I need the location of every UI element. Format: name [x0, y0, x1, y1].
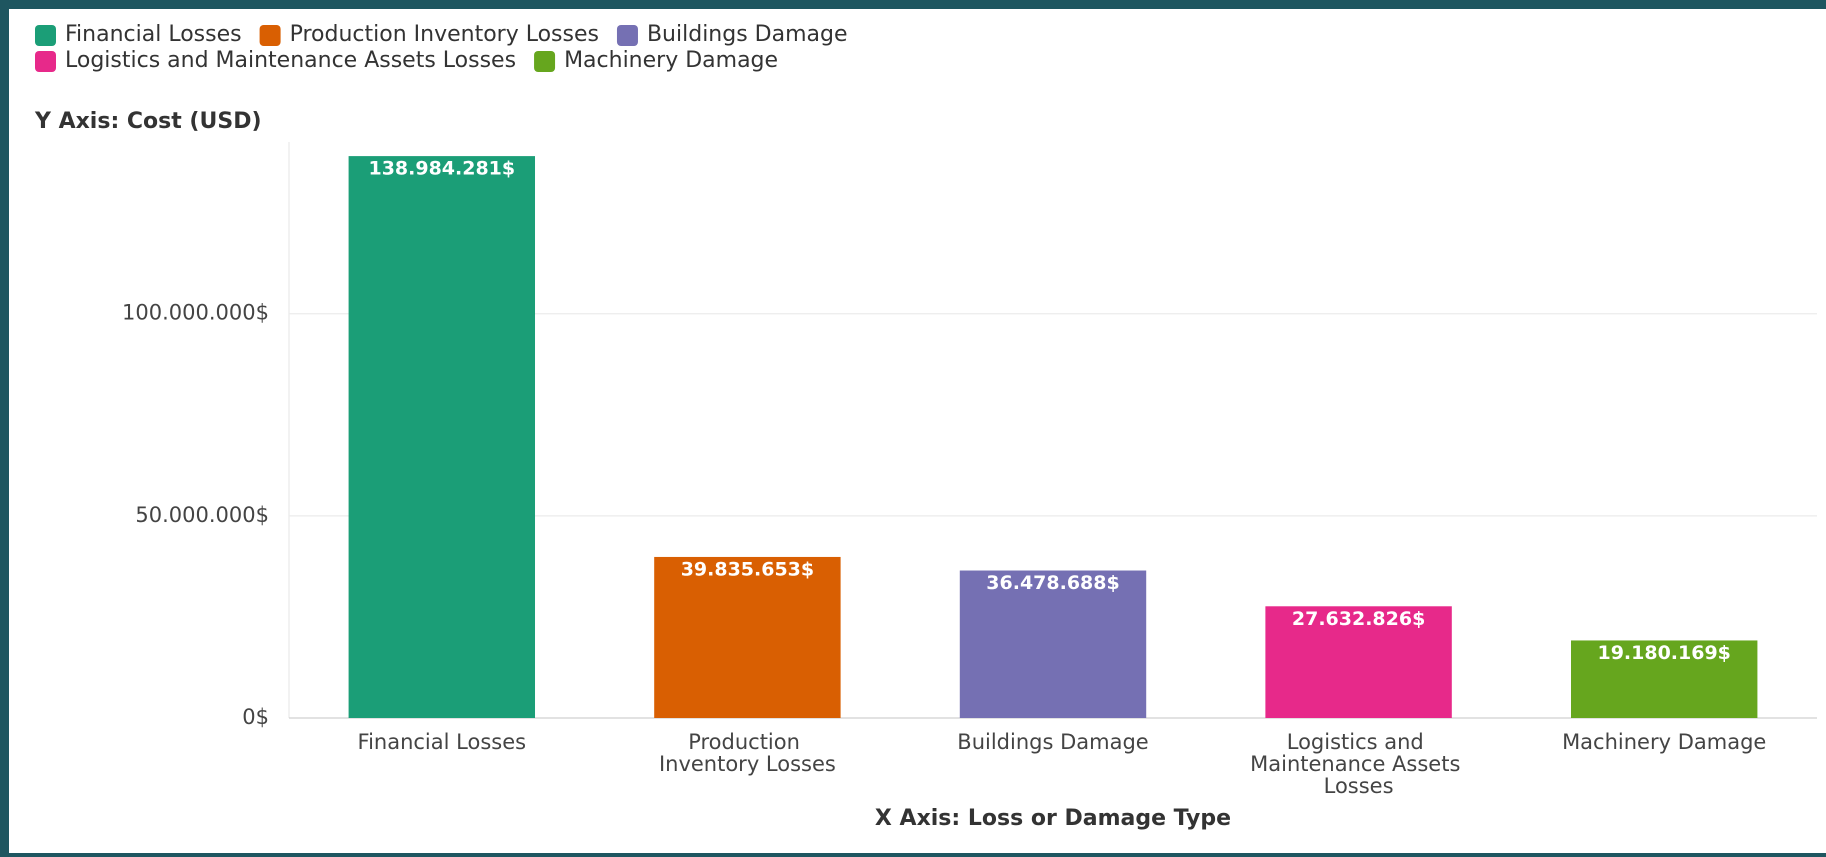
- legend-label: Logistics and Maintenance Assets Losses: [65, 48, 516, 73]
- value-label: 27.632.826$: [1292, 608, 1425, 630]
- legend-label: Financial Losses: [65, 22, 242, 47]
- value-label: 19.180.169$: [1597, 642, 1730, 664]
- x-axis-title: X Axis: Loss or Damage Type: [875, 806, 1231, 831]
- y-tick-label: 0$: [242, 705, 269, 729]
- legend-swatch: [35, 25, 56, 46]
- y-axis-title: Y Axis: Cost (USD): [34, 109, 262, 134]
- bar: [1570, 640, 1758, 718]
- y-tick-label: 100.000.000$: [122, 301, 269, 325]
- legend-swatch: [35, 51, 56, 72]
- bar: [1265, 606, 1452, 718]
- legend-label: Buildings Damage: [647, 22, 848, 47]
- panel: Y Axis: Cost (USD) X Axis: Loss or Damag…: [9, 9, 1826, 853]
- bar: [348, 156, 536, 719]
- chart: Y Axis: Cost (USD) X Axis: Loss or Damag…: [34, 22, 1817, 831]
- legend-swatch: [534, 51, 556, 72]
- legend-swatch: [259, 25, 281, 46]
- value-label: 138.984.281$: [368, 158, 515, 180]
- x-tick-label: Buildings Damage: [957, 730, 1148, 754]
- bar: [654, 556, 841, 718]
- x-tick-label: Machinery Damage: [1562, 730, 1766, 754]
- bar: [959, 570, 1147, 718]
- x-tick-label: Production Inventory Losses: [659, 730, 836, 776]
- value-label: 39.835.653$: [681, 558, 814, 580]
- y-tick-label: 50.000.000$: [135, 503, 269, 527]
- x-tick-label: Financial Losses: [358, 730, 527, 754]
- legend-label: Machinery Damage: [564, 48, 778, 73]
- value-label: 36.478.688$: [986, 572, 1119, 594]
- legend-label: Production Inventory Losses: [290, 22, 599, 47]
- x-tick-label: Logistics and Maintenance Assets Losses: [1250, 730, 1467, 798]
- legend-swatch: [616, 25, 638, 46]
